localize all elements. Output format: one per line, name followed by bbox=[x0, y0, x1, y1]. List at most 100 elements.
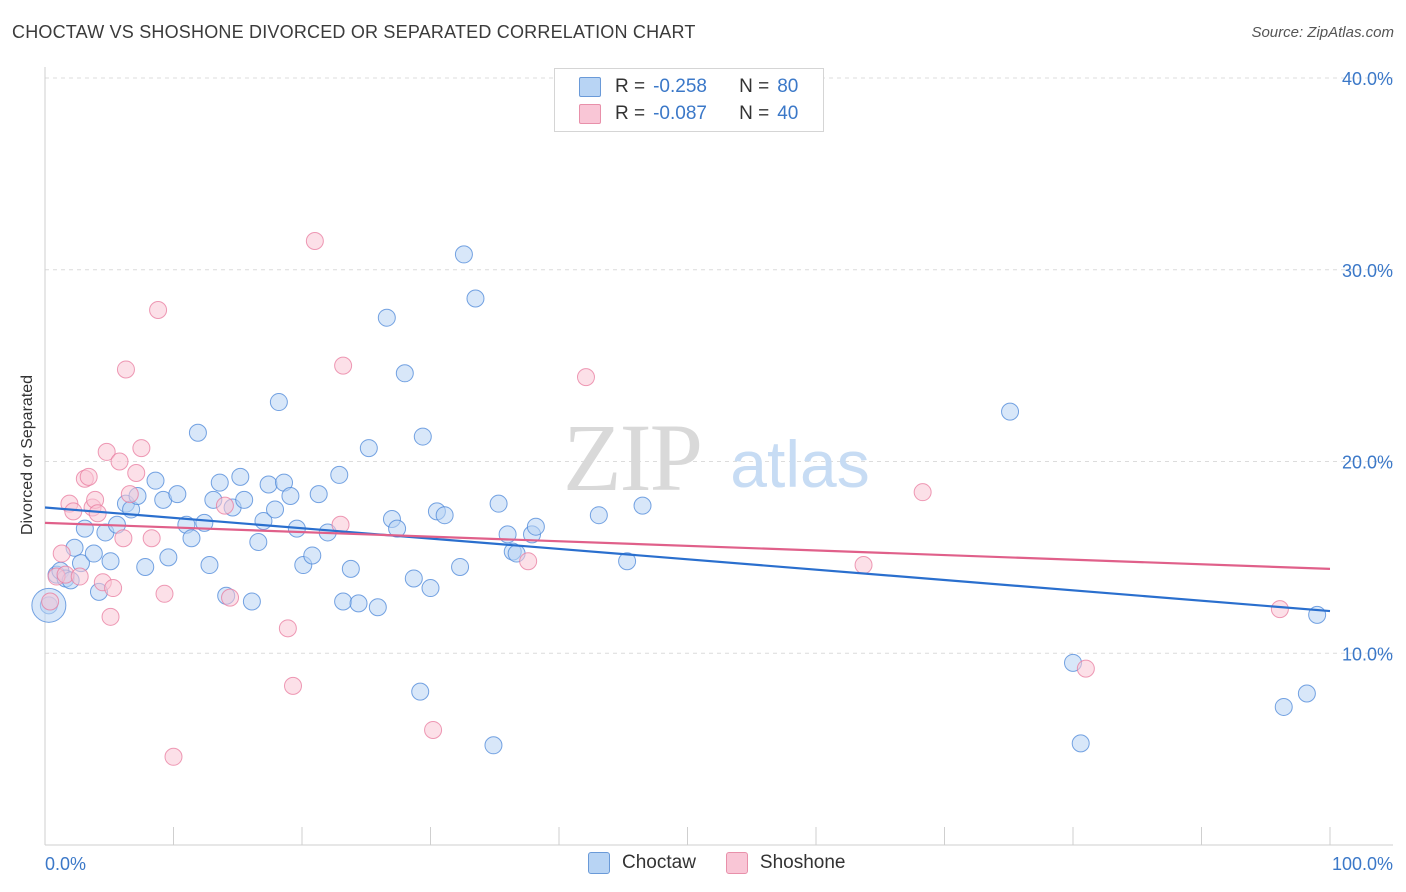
choctaw-point bbox=[341, 559, 360, 578]
choctaw-point bbox=[195, 513, 214, 532]
shoshone-trend-line bbox=[44, 521, 1331, 570]
choctaw-point bbox=[200, 556, 219, 575]
axes bbox=[44, 67, 1393, 846]
legend-row-choctaw: R = -0.258 N = 80 bbox=[579, 74, 798, 100]
watermark: ZIP atlas bbox=[563, 404, 870, 511]
r-label: R = bbox=[615, 103, 646, 124]
shoshone-point bbox=[116, 360, 135, 379]
choctaw-swatch bbox=[579, 77, 601, 97]
shoshone-point bbox=[120, 485, 139, 504]
watermark-atlas: atlas bbox=[730, 427, 869, 501]
shoshone-point bbox=[519, 552, 538, 571]
choctaw-point bbox=[269, 393, 288, 412]
choctaw-point bbox=[249, 533, 268, 552]
choctaw-point bbox=[330, 465, 349, 484]
choctaw-point bbox=[168, 485, 187, 504]
choctaw-point bbox=[466, 289, 485, 308]
shoshone-point bbox=[110, 452, 129, 471]
choctaw-point bbox=[136, 557, 155, 576]
choctaw-point bbox=[259, 475, 278, 494]
stats-legend: R = -0.258 N = 80 R = -0.087 N = 40 bbox=[554, 68, 824, 132]
watermark-zip: ZIP bbox=[563, 404, 701, 511]
shoshone-point bbox=[52, 544, 71, 563]
y-tick-label: 30.0% bbox=[1342, 261, 1393, 281]
x-tick-label: 0.0% bbox=[45, 854, 86, 874]
choctaw-point bbox=[210, 473, 229, 492]
choctaw-point bbox=[618, 552, 637, 571]
choctaw-point bbox=[413, 427, 432, 446]
shoshone-point bbox=[70, 567, 89, 586]
choctaw-trend-line bbox=[44, 506, 1331, 613]
choctaw-point bbox=[395, 364, 414, 383]
y-tick-label: 20.0% bbox=[1342, 453, 1393, 473]
shoshone-point bbox=[1270, 600, 1289, 619]
choctaw-point bbox=[451, 557, 470, 576]
choctaw-point bbox=[242, 592, 261, 611]
source-credit: Source: ZipAtlas.com bbox=[1251, 24, 1394, 41]
choctaw-point bbox=[454, 245, 473, 264]
shoshone-point bbox=[114, 529, 133, 548]
choctaw-point bbox=[303, 546, 322, 565]
choctaw-point bbox=[266, 500, 285, 519]
data-points bbox=[31, 231, 1327, 766]
choctaw-legend-label: Choctaw bbox=[622, 852, 696, 873]
choctaw-point bbox=[377, 308, 396, 327]
trend-lines bbox=[44, 506, 1331, 613]
shoshone-point bbox=[305, 231, 324, 250]
n-label: N = bbox=[739, 103, 770, 124]
series-legend: Choctaw Shoshone bbox=[588, 852, 876, 874]
shoshone-swatch bbox=[579, 104, 601, 124]
shoshone-point bbox=[127, 464, 146, 483]
grid-lines bbox=[45, 77, 1393, 654]
shoshone-point bbox=[97, 442, 116, 461]
shoshone-point bbox=[142, 529, 161, 548]
choctaw-legend-swatch bbox=[588, 852, 610, 874]
shoshone-r-value: -0.087 bbox=[653, 103, 707, 124]
choctaw-point bbox=[359, 439, 378, 458]
choctaw-point bbox=[489, 494, 508, 513]
choctaw-point bbox=[146, 471, 165, 490]
choctaw-point bbox=[349, 594, 368, 613]
shoshone-point bbox=[149, 301, 168, 320]
chart-title: CHOCTAW VS SHOSHONE DIVORCED OR SEPARATE… bbox=[12, 22, 696, 42]
choctaw-n-value: 80 bbox=[777, 76, 799, 97]
legend-item-choctaw: Choctaw bbox=[588, 852, 696, 874]
shoshone-point bbox=[155, 584, 174, 603]
choctaw-point bbox=[84, 544, 103, 563]
choctaw-point bbox=[182, 529, 201, 548]
choctaw-point bbox=[159, 548, 178, 567]
shoshone-point bbox=[41, 592, 60, 611]
choctaw-point bbox=[101, 552, 120, 571]
choctaw-r-value: -0.258 bbox=[653, 76, 707, 97]
legend-row-shoshone: R = -0.087 N = 40 bbox=[579, 101, 798, 127]
shoshone-point bbox=[221, 588, 240, 607]
shoshone-point bbox=[424, 720, 443, 739]
shoshone-point bbox=[101, 607, 120, 626]
shoshone-point bbox=[1076, 659, 1095, 678]
shoshone-point bbox=[79, 467, 98, 486]
choctaw-point bbox=[633, 496, 652, 515]
choctaw-point bbox=[1071, 734, 1090, 753]
choctaw-point bbox=[435, 506, 454, 525]
choctaw-point bbox=[309, 485, 328, 504]
choctaw-point bbox=[75, 519, 94, 538]
shoshone-point bbox=[576, 368, 595, 387]
shoshone-point bbox=[854, 556, 873, 575]
n-label: N = bbox=[739, 76, 770, 97]
y-tick-label: 10.0% bbox=[1342, 644, 1393, 664]
choctaw-point bbox=[1001, 402, 1020, 421]
choctaw-point bbox=[368, 598, 387, 617]
choctaw-point bbox=[281, 487, 300, 506]
shoshone-point bbox=[215, 496, 234, 515]
shoshone-point bbox=[284, 676, 303, 695]
r-label: R = bbox=[615, 76, 646, 97]
shoshone-n-value: 40 bbox=[777, 103, 799, 124]
choctaw-point bbox=[526, 517, 545, 536]
shoshone-point bbox=[278, 619, 297, 638]
shoshone-point bbox=[164, 747, 183, 766]
choctaw-point bbox=[188, 423, 207, 442]
choctaw-point bbox=[589, 506, 608, 525]
choctaw-point bbox=[334, 592, 353, 611]
legend-item-shoshone: Shoshone bbox=[725, 852, 846, 874]
